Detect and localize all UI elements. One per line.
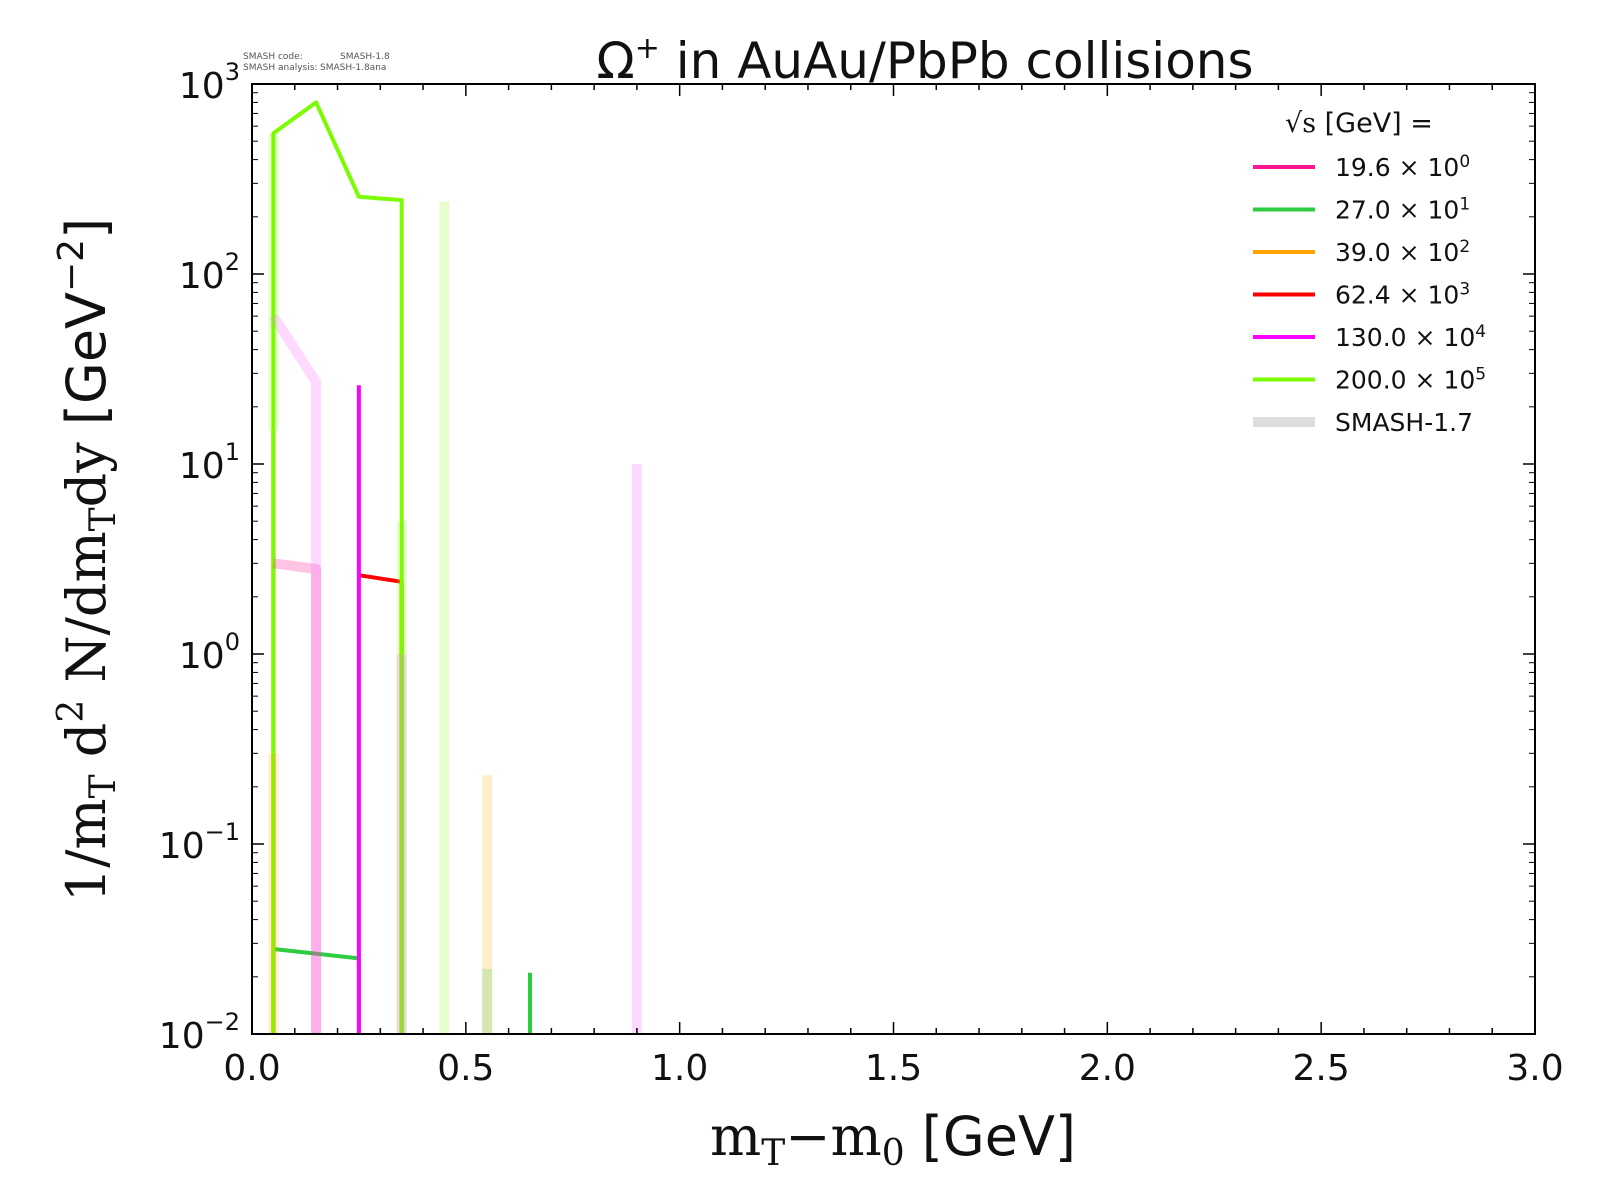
legend-title-sqrt: √s [1285, 108, 1316, 139]
legend-label-4: 62.4 × 103 [1335, 280, 1470, 310]
x-tick-label: 2.5 [1293, 1048, 1350, 1089]
x-tick-label: 0.5 [437, 1048, 494, 1089]
ylabel-sub1: T [83, 774, 124, 798]
ylabel-p1: 1/m [55, 798, 118, 902]
xlabel-m2: m [831, 1105, 882, 1168]
ylabel-p4: dy [55, 442, 118, 508]
provenance-code-value: SMASH-1.8 [340, 52, 390, 62]
x-tick-label: 0.0 [223, 1048, 280, 1089]
title-symbol: Ω [596, 32, 634, 90]
xlabel-m1: m [710, 1105, 761, 1168]
legend-label-3: 39.0 × 102 [1335, 237, 1470, 267]
xlabel-sub1: T [761, 1133, 785, 1174]
chart-title: Ω+ in AuAu/PbPb collisions [596, 31, 1253, 90]
provenance-code-label: SMASH code: [243, 52, 303, 62]
legend-entries: 19.6 × 100 27.0 × 101 39.0 × 102 62.4 × 103… [1253, 152, 1486, 437]
series-line-2 [271, 947, 361, 1034]
legend-label-7: SMASH-1.7 [1335, 408, 1473, 437]
legend-title-rest: [GeV] = [1316, 108, 1433, 139]
ylabel-p2: d [55, 723, 118, 775]
ylabel-unit: [GeV [55, 292, 118, 442]
y-axis-label: 1/mT d2 N/dmTdy [GeV−2] [51, 218, 124, 902]
x-tick-label: 2.0 [1079, 1048, 1136, 1089]
y-tick-label: 10−2 [159, 1008, 240, 1057]
series-layer [268, 100, 642, 1034]
provenance-analysis-label: SMASH analysis: [243, 63, 317, 73]
legend-label-6: 200.0 × 105 [1335, 365, 1486, 395]
legend-label-5: 130.0 × 104 [1335, 322, 1486, 352]
legend: √s [GeV] = 19.6 × 100 27.0 × 101 39.0 × 10… [1253, 108, 1486, 437]
ylabel-sup: 2 [51, 700, 92, 723]
x-axis-label: mT−m0 [GeV] [710, 1105, 1076, 1174]
x-tick-label: 1.5 [865, 1048, 922, 1089]
x-tick-label: 3.0 [1506, 1048, 1563, 1089]
x-tick-label: 1.0 [651, 1048, 708, 1089]
series-line-10 [269, 313, 322, 1034]
xlabel-minus: − [785, 1105, 830, 1168]
series-line-6 [358, 573, 404, 1034]
legend-title: √s [GeV] = [1285, 108, 1433, 139]
tick-layer [251, 83, 1536, 1035]
provenance-analysis-value: SMASH-1.8ana [320, 63, 386, 73]
y-tick-label: 103 [179, 58, 240, 107]
y-tick-label: 100 [179, 628, 240, 677]
series-line-8 [271, 100, 404, 1034]
ylabel-unit-close: ] [55, 218, 118, 239]
title-rest: in AuAu/PbPb collisions [660, 32, 1254, 90]
legend-label-2: 27.0 × 101 [1335, 195, 1470, 225]
legend-label-1: 19.6 × 100 [1335, 152, 1470, 182]
series-line-9 [272, 558, 322, 1034]
x-tick-labels: 0.0 0.5 1.0 1.5 2.0 2.5 3.0 [223, 1048, 1563, 1089]
y-tick-labels: 10−2 10−1 100 101 102 103 [159, 58, 240, 1057]
xlabel-unit: [GeV] [905, 1105, 1076, 1168]
xlabel-sub2: 0 [882, 1133, 905, 1174]
ylabel-p3: N/dm [55, 531, 118, 699]
ylabel-sub2: T [83, 507, 124, 531]
title-superscript: + [635, 31, 660, 66]
y-tick-label: 10−1 [159, 818, 240, 867]
ylabel-unit-sup: −2 [51, 239, 92, 292]
y-tick-label: 102 [179, 248, 240, 297]
y-tick-label: 101 [179, 438, 240, 487]
